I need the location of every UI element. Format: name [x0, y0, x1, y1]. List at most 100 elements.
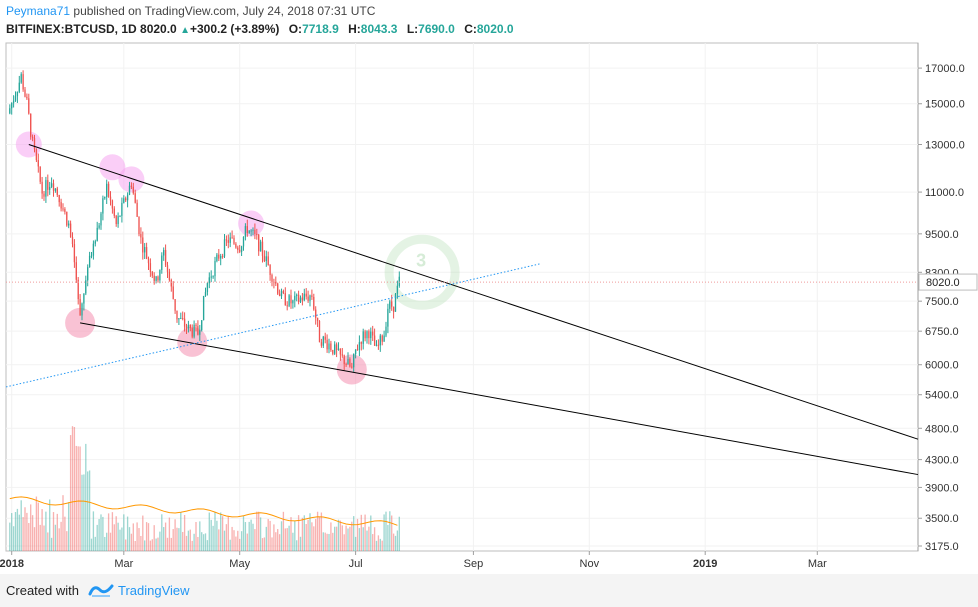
volume-bar: [356, 518, 359, 551]
volume-bar: [351, 521, 353, 551]
volume-bar: [343, 534, 345, 551]
candle-body: [254, 229, 256, 234]
candle-body: [235, 243, 237, 248]
candle-body: [258, 234, 260, 252]
candle-body: [140, 234, 142, 238]
candle-body: [170, 280, 172, 287]
candle-body: [18, 82, 20, 92]
volume-bar: [326, 533, 328, 551]
volume-bar: [33, 527, 36, 551]
candle-body: [106, 183, 108, 198]
candle-body: [239, 249, 241, 252]
volume-bar: [163, 527, 165, 551]
volume-bar: [345, 525, 347, 551]
candle-body: [288, 295, 290, 306]
candle-body: [164, 249, 167, 266]
volume-bar: [261, 538, 264, 551]
pink-pivot-marker: [336, 354, 367, 385]
candle-body: [358, 342, 361, 350]
candle-body: [79, 299, 81, 316]
volume-bar: [391, 515, 393, 551]
candle-body: [117, 216, 119, 225]
time-axis[interactable]: 2018 Mar May Jul Sep Nov 2019 Mar: [0, 551, 827, 570]
candle-body: [242, 236, 245, 247]
volume-bar: [73, 427, 76, 551]
candle-body: [282, 291, 285, 294]
volume-bar: [39, 524, 41, 551]
volume-bar: [159, 531, 161, 551]
volume-bar: [52, 512, 55, 551]
volume-bar: [320, 512, 323, 551]
volume-bar: [174, 519, 176, 551]
volume-bar: [28, 523, 30, 551]
grid: [6, 43, 918, 551]
candle-body: [88, 255, 91, 268]
volume-bar: [115, 516, 117, 551]
candle-body: [259, 241, 262, 252]
price-chart[interactable]: 3 17000.015000.013000.011000.09500.08300…: [0, 0, 978, 574]
volume-bar: [277, 529, 279, 551]
candle-body: [377, 344, 380, 346]
candle-body: [364, 331, 366, 339]
candle-body: [339, 348, 342, 355]
candle-body: [335, 344, 338, 350]
candle-body: [134, 193, 136, 203]
candle-body: [119, 215, 121, 217]
volume-bar: [364, 514, 366, 551]
candle-body: [185, 326, 188, 329]
candle-body: [311, 295, 313, 297]
volume-bar: [79, 446, 81, 551]
author-link[interactable]: Peymana71: [6, 4, 71, 18]
volume-bar: [201, 532, 203, 551]
volume-bar: [41, 509, 43, 551]
volume-bar: [187, 530, 190, 551]
trendlines[interactable]: [5, 144, 919, 476]
x-tick-label: May: [229, 558, 250, 570]
candle-body: [22, 74, 24, 90]
candle-body: [218, 254, 220, 259]
volume-bar: [170, 537, 172, 551]
tradingview-logo-icon[interactable]: [88, 582, 114, 601]
created-with-label: Created with: [6, 583, 79, 598]
tradingview-link[interactable]: TradingView: [118, 583, 190, 598]
volume-bar: [144, 540, 146, 551]
volume-bar: [155, 538, 157, 551]
volume-bar: [316, 511, 319, 551]
candle-body: [90, 255, 93, 257]
candle-body: [66, 211, 68, 226]
footer: Created with TradingView: [0, 574, 978, 607]
volume-bar: [322, 532, 324, 551]
candle-body: [125, 198, 127, 201]
candle-body: [75, 262, 77, 280]
volume-bar: [235, 536, 237, 551]
volume-bar: [309, 513, 311, 551]
candle-body: [77, 279, 79, 300]
candle-body: [370, 331, 372, 339]
candle-body: [379, 335, 381, 346]
price-tag-label: 8020.0: [926, 277, 960, 289]
candle-body: [107, 183, 110, 197]
candle-body: [64, 209, 66, 212]
price-axis[interactable]: 17000.015000.013000.011000.09500.08300.0…: [918, 63, 965, 553]
volume-bar: [332, 532, 334, 551]
volume-bar: [284, 528, 286, 551]
candle-body: [303, 293, 305, 301]
candle-body: [85, 280, 87, 294]
candle-body: [284, 293, 286, 306]
volume-bar: [164, 522, 167, 551]
volume-bar: [60, 521, 62, 551]
volume-bar: [88, 470, 91, 551]
candle-body: [275, 281, 277, 284]
candle-body: [14, 96, 17, 101]
candle-body: [244, 226, 247, 237]
candle-body: [337, 348, 340, 350]
volume-bars: [9, 426, 400, 551]
candle-body: [132, 186, 134, 194]
volume-bar: [90, 538, 93, 551]
open-value: 7718.9: [302, 22, 339, 36]
candle-body: [12, 100, 15, 103]
candle-body: [113, 208, 115, 216]
candlesticks: [9, 70, 400, 372]
volume-bar: [296, 540, 298, 551]
candle-body: [11, 102, 13, 109]
